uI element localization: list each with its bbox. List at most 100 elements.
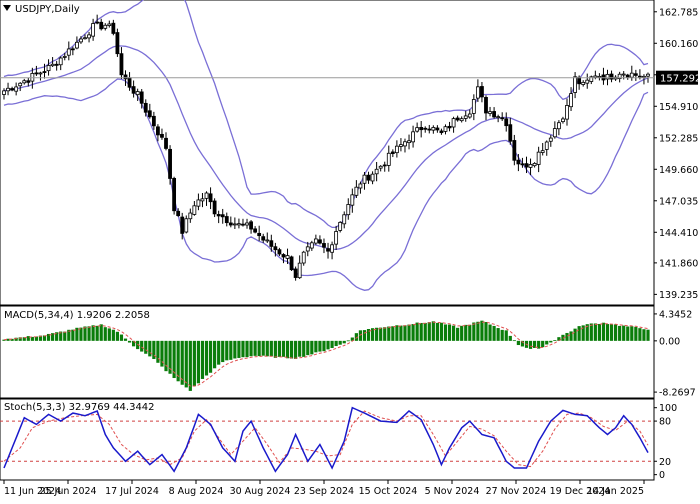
macd-bar <box>350 337 354 341</box>
macd-bar <box>6 338 10 341</box>
candle <box>34 65 39 76</box>
candle-body <box>66 48 71 56</box>
candle-body <box>605 73 610 80</box>
candle-body <box>91 23 96 37</box>
candle-body <box>346 204 351 216</box>
candle <box>131 80 136 98</box>
candle <box>119 47 124 80</box>
macd-bar <box>468 324 472 341</box>
macd-bar <box>241 340 245 358</box>
candle <box>358 181 363 194</box>
macd-bar <box>605 324 610 341</box>
macd-bar <box>387 326 391 341</box>
candle-body <box>455 117 460 121</box>
candle <box>447 121 452 132</box>
macd-tick-label: 4.3452 <box>659 309 692 320</box>
candle <box>70 46 75 56</box>
candle-body <box>480 86 484 98</box>
candle <box>451 116 456 133</box>
macd-bar <box>585 324 589 341</box>
candle-body <box>370 173 375 182</box>
candle-body <box>589 76 594 82</box>
candle-body <box>326 248 330 252</box>
candle <box>99 18 104 31</box>
candle <box>261 233 266 243</box>
candle-body <box>403 141 407 147</box>
macd-bar <box>622 325 626 341</box>
macd-bar <box>427 322 431 341</box>
candle-body <box>188 212 193 220</box>
candle-body <box>269 240 274 247</box>
candle <box>322 238 326 254</box>
candle-body <box>573 76 577 93</box>
macd-bar <box>557 337 561 341</box>
macd-bar <box>42 335 47 341</box>
candle-body <box>593 75 598 78</box>
candle <box>269 234 274 252</box>
macd-bar <box>634 326 638 341</box>
candle <box>42 63 47 79</box>
candle-body <box>54 63 59 66</box>
candle-body <box>277 249 282 255</box>
macd-bar <box>318 340 322 352</box>
macd-bar <box>30 336 34 341</box>
macd-bar <box>229 340 233 360</box>
candle-body <box>273 246 278 251</box>
candle-body <box>565 105 569 120</box>
macd-bar <box>597 323 601 341</box>
candle-body <box>172 177 177 212</box>
macd-bar <box>370 328 375 341</box>
candle-body <box>350 194 355 206</box>
candle <box>156 124 160 142</box>
candle-body <box>26 80 31 83</box>
current-price-badge-bg <box>656 70 698 85</box>
macd-bar <box>447 324 452 341</box>
candle-body <box>261 236 266 241</box>
triangle-down-icon <box>3 5 11 11</box>
macd-bar <box>366 329 371 341</box>
time-tick-label: 27 Nov 2024 <box>486 486 547 497</box>
bollinger-middle-band <box>3 45 649 251</box>
candle <box>633 69 638 81</box>
macd-bar <box>111 329 115 341</box>
candle <box>354 180 359 199</box>
candle <box>342 211 347 229</box>
stoch-tick-label: 100 <box>659 403 677 414</box>
candle-body <box>451 118 456 128</box>
candle <box>22 78 27 85</box>
candle <box>625 73 630 80</box>
macd-bar <box>34 336 39 341</box>
macd-bar <box>285 340 290 359</box>
candle-body <box>131 86 136 94</box>
candle <box>334 225 339 250</box>
candle-body <box>492 111 496 118</box>
macd-bar <box>646 329 650 341</box>
chart-title: USDJPY,Daily <box>3 4 80 15</box>
price-panel: 139.235 141.860 144.410 147.035 149.660 152.2… <box>0 0 700 306</box>
stoch-tick-label: 20 <box>659 457 671 468</box>
macd-tick-label: -8.2697 <box>659 388 696 399</box>
macd-bar <box>119 334 124 341</box>
macd-bar <box>176 340 180 382</box>
candle <box>6 82 10 96</box>
candle <box>330 241 334 260</box>
candle-body <box>625 74 630 78</box>
candle-body <box>192 205 197 215</box>
candle-body <box>87 34 91 39</box>
candle-body <box>322 243 326 248</box>
candle <box>540 142 545 156</box>
candle <box>484 95 488 121</box>
candle-body <box>459 118 464 122</box>
candle <box>423 126 428 133</box>
bollinger-upper-band <box>3 0 649 229</box>
candle-body <box>6 87 10 92</box>
candle-body <box>10 88 15 91</box>
macd-bar <box>354 333 358 341</box>
macd-bar <box>395 325 399 341</box>
current-price-badge: 157.292 <box>656 70 700 85</box>
macd-bar <box>630 326 634 341</box>
macd-bar <box>492 325 496 341</box>
macd-bar <box>451 325 456 341</box>
price-tick-label: 139.235 <box>659 290 698 301</box>
price-tick-label: 149.660 <box>659 165 698 176</box>
